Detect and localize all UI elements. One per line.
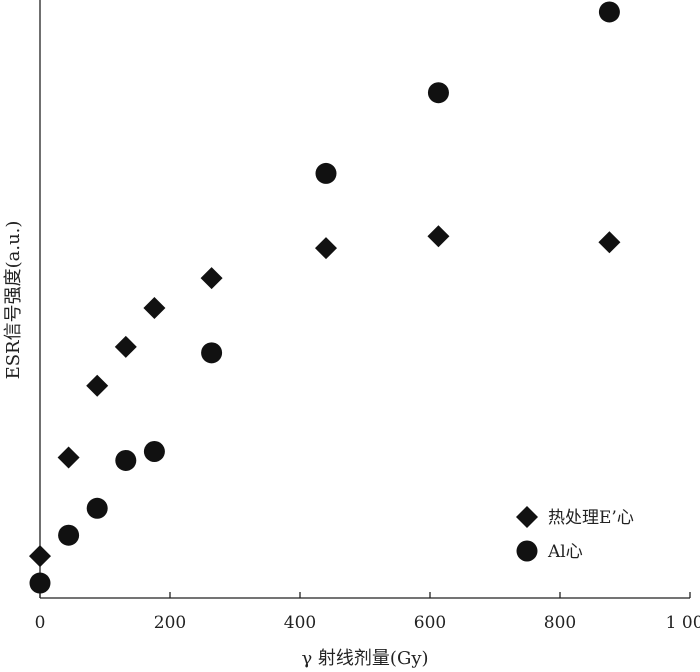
x-tick-label: 200 xyxy=(154,613,186,633)
x-tick-label: 600 xyxy=(414,613,446,633)
diamond-point xyxy=(143,296,166,319)
diamond-point xyxy=(427,225,450,248)
legend-circle-icon xyxy=(516,540,538,562)
diamond-point xyxy=(86,374,109,397)
data-markers xyxy=(29,1,621,594)
circle-point xyxy=(315,162,337,184)
diamond-point xyxy=(29,545,51,568)
circle-point xyxy=(427,82,449,104)
x-tick-label: 1 000 xyxy=(666,613,700,633)
circle-point xyxy=(598,1,620,23)
circle-point xyxy=(29,572,51,594)
circle-point xyxy=(201,342,223,364)
legend: 热处理E’心 Al心 xyxy=(516,506,634,562)
diamond-point xyxy=(315,237,337,260)
circle-point xyxy=(115,449,137,471)
x-axis-title: γ 射线剂量(Gy) xyxy=(301,648,428,669)
x-ticks: 0 200 400 600 800 1 000 xyxy=(35,592,700,633)
legend-diamond-icon xyxy=(516,506,538,528)
circle-point xyxy=(86,497,108,519)
y-axis-title: ESR信号强度(a.u.) xyxy=(3,221,24,380)
legend-label: 热处理E’心 xyxy=(548,508,634,528)
x-tick-label: 400 xyxy=(284,613,316,633)
diamond-point xyxy=(114,335,137,358)
x-tick-label: 0 xyxy=(35,613,46,633)
legend-label: Al心 xyxy=(547,542,583,562)
axes xyxy=(39,0,690,599)
diamond-point xyxy=(598,231,621,254)
x-tick-label: 800 xyxy=(544,613,576,633)
circle-point xyxy=(143,440,165,462)
circle-point xyxy=(58,524,80,546)
diamond-point xyxy=(57,446,80,469)
diamond-point xyxy=(200,267,223,290)
